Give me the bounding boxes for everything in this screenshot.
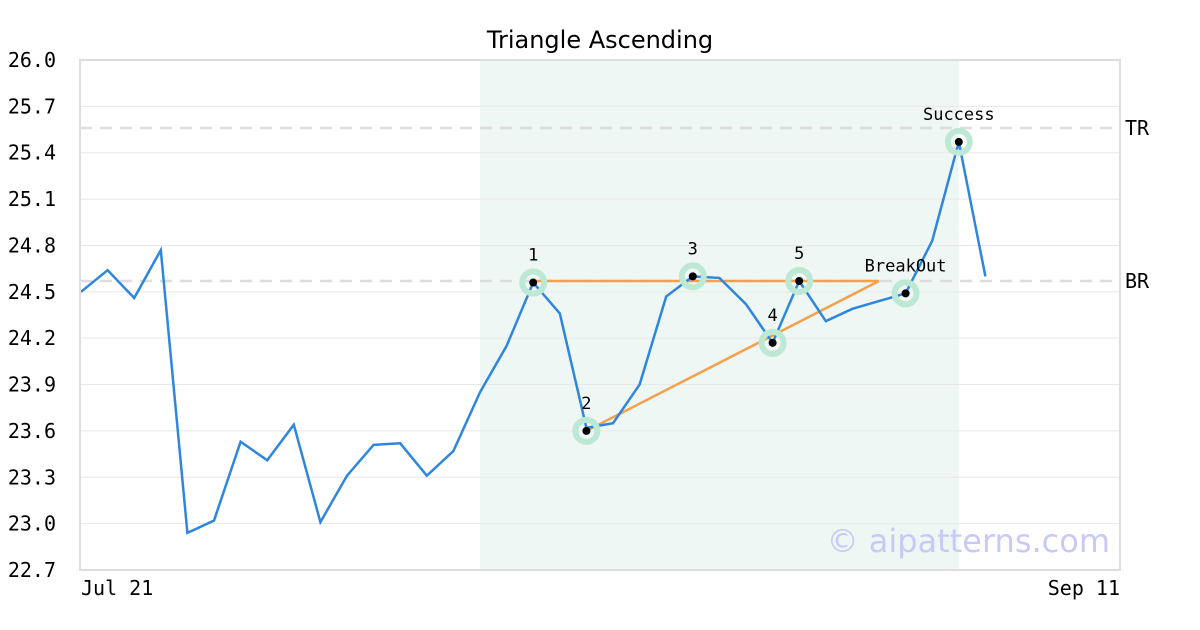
pattern-marker-ring xyxy=(519,268,548,297)
y-tick-label: 23.6 xyxy=(8,419,56,443)
chart-title: Triangle Ascending xyxy=(486,26,713,54)
y-tick-label: 25.7 xyxy=(8,94,56,118)
x-tick-label: Sep 11 xyxy=(1048,576,1120,600)
pattern-highlight-region xyxy=(480,60,959,570)
pattern-point-label: 5 xyxy=(794,244,804,264)
pattern-marker-dot xyxy=(688,272,697,281)
pattern-point-label: 2 xyxy=(581,394,591,414)
pattern-point-label: 3 xyxy=(688,239,698,259)
pattern-marker-ring xyxy=(785,267,814,295)
pattern-marker-ring xyxy=(944,127,973,156)
y-tick-label: 24.2 xyxy=(8,326,56,350)
y-tick-label: 26.0 xyxy=(8,48,56,72)
y-tick-label: 25.1 xyxy=(8,187,56,211)
level-label: TR xyxy=(1125,116,1150,140)
pattern-marker-dot xyxy=(795,277,804,285)
x-axis-ticks: Jul 21 Sep 11 xyxy=(81,576,1120,600)
y-tick-label: 23.3 xyxy=(8,465,56,489)
y-axis-ticks: 22.7 23.0 23.3 23.6 23.9 24.2 24.5 24.8 25.1 25.4… xyxy=(8,48,56,582)
y-tick-label: 22.7 xyxy=(8,558,56,582)
y-tick-label: 23.0 xyxy=(8,512,56,536)
pattern-marker-ring xyxy=(758,328,787,357)
pattern-marker-dot xyxy=(954,137,963,146)
pattern-point-label: BreakOut xyxy=(865,256,947,276)
pattern-marker-ring xyxy=(891,279,920,308)
pattern-point-label: 4 xyxy=(767,306,777,326)
triangle-line xyxy=(585,279,880,433)
pattern-marker-dot xyxy=(768,338,777,347)
level-label: BR xyxy=(1125,269,1150,293)
pattern-marker-dot xyxy=(529,278,538,287)
pattern-point-label: 1 xyxy=(528,246,538,266)
y-tick-label: 24.8 xyxy=(8,233,56,257)
pattern-point-label: Success xyxy=(923,105,995,125)
y-tick-label: 24.5 xyxy=(8,280,56,304)
y-tick-label: 23.9 xyxy=(8,373,56,397)
pattern-marker-dot xyxy=(582,426,591,435)
pattern-marker-dot xyxy=(901,289,910,298)
plot-frame xyxy=(79,59,1121,571)
pattern-markers: 1 2 3 4 5 BreakOut Success xyxy=(519,105,995,445)
pattern-marker-ring xyxy=(678,262,707,291)
pattern-marker-ring xyxy=(572,416,601,445)
triangle-lines xyxy=(533,279,880,433)
x-tick-label: Jul 21 xyxy=(81,576,153,600)
y-tick-label: 25.4 xyxy=(8,141,56,165)
watermark: © aipatterns.com xyxy=(827,522,1110,560)
